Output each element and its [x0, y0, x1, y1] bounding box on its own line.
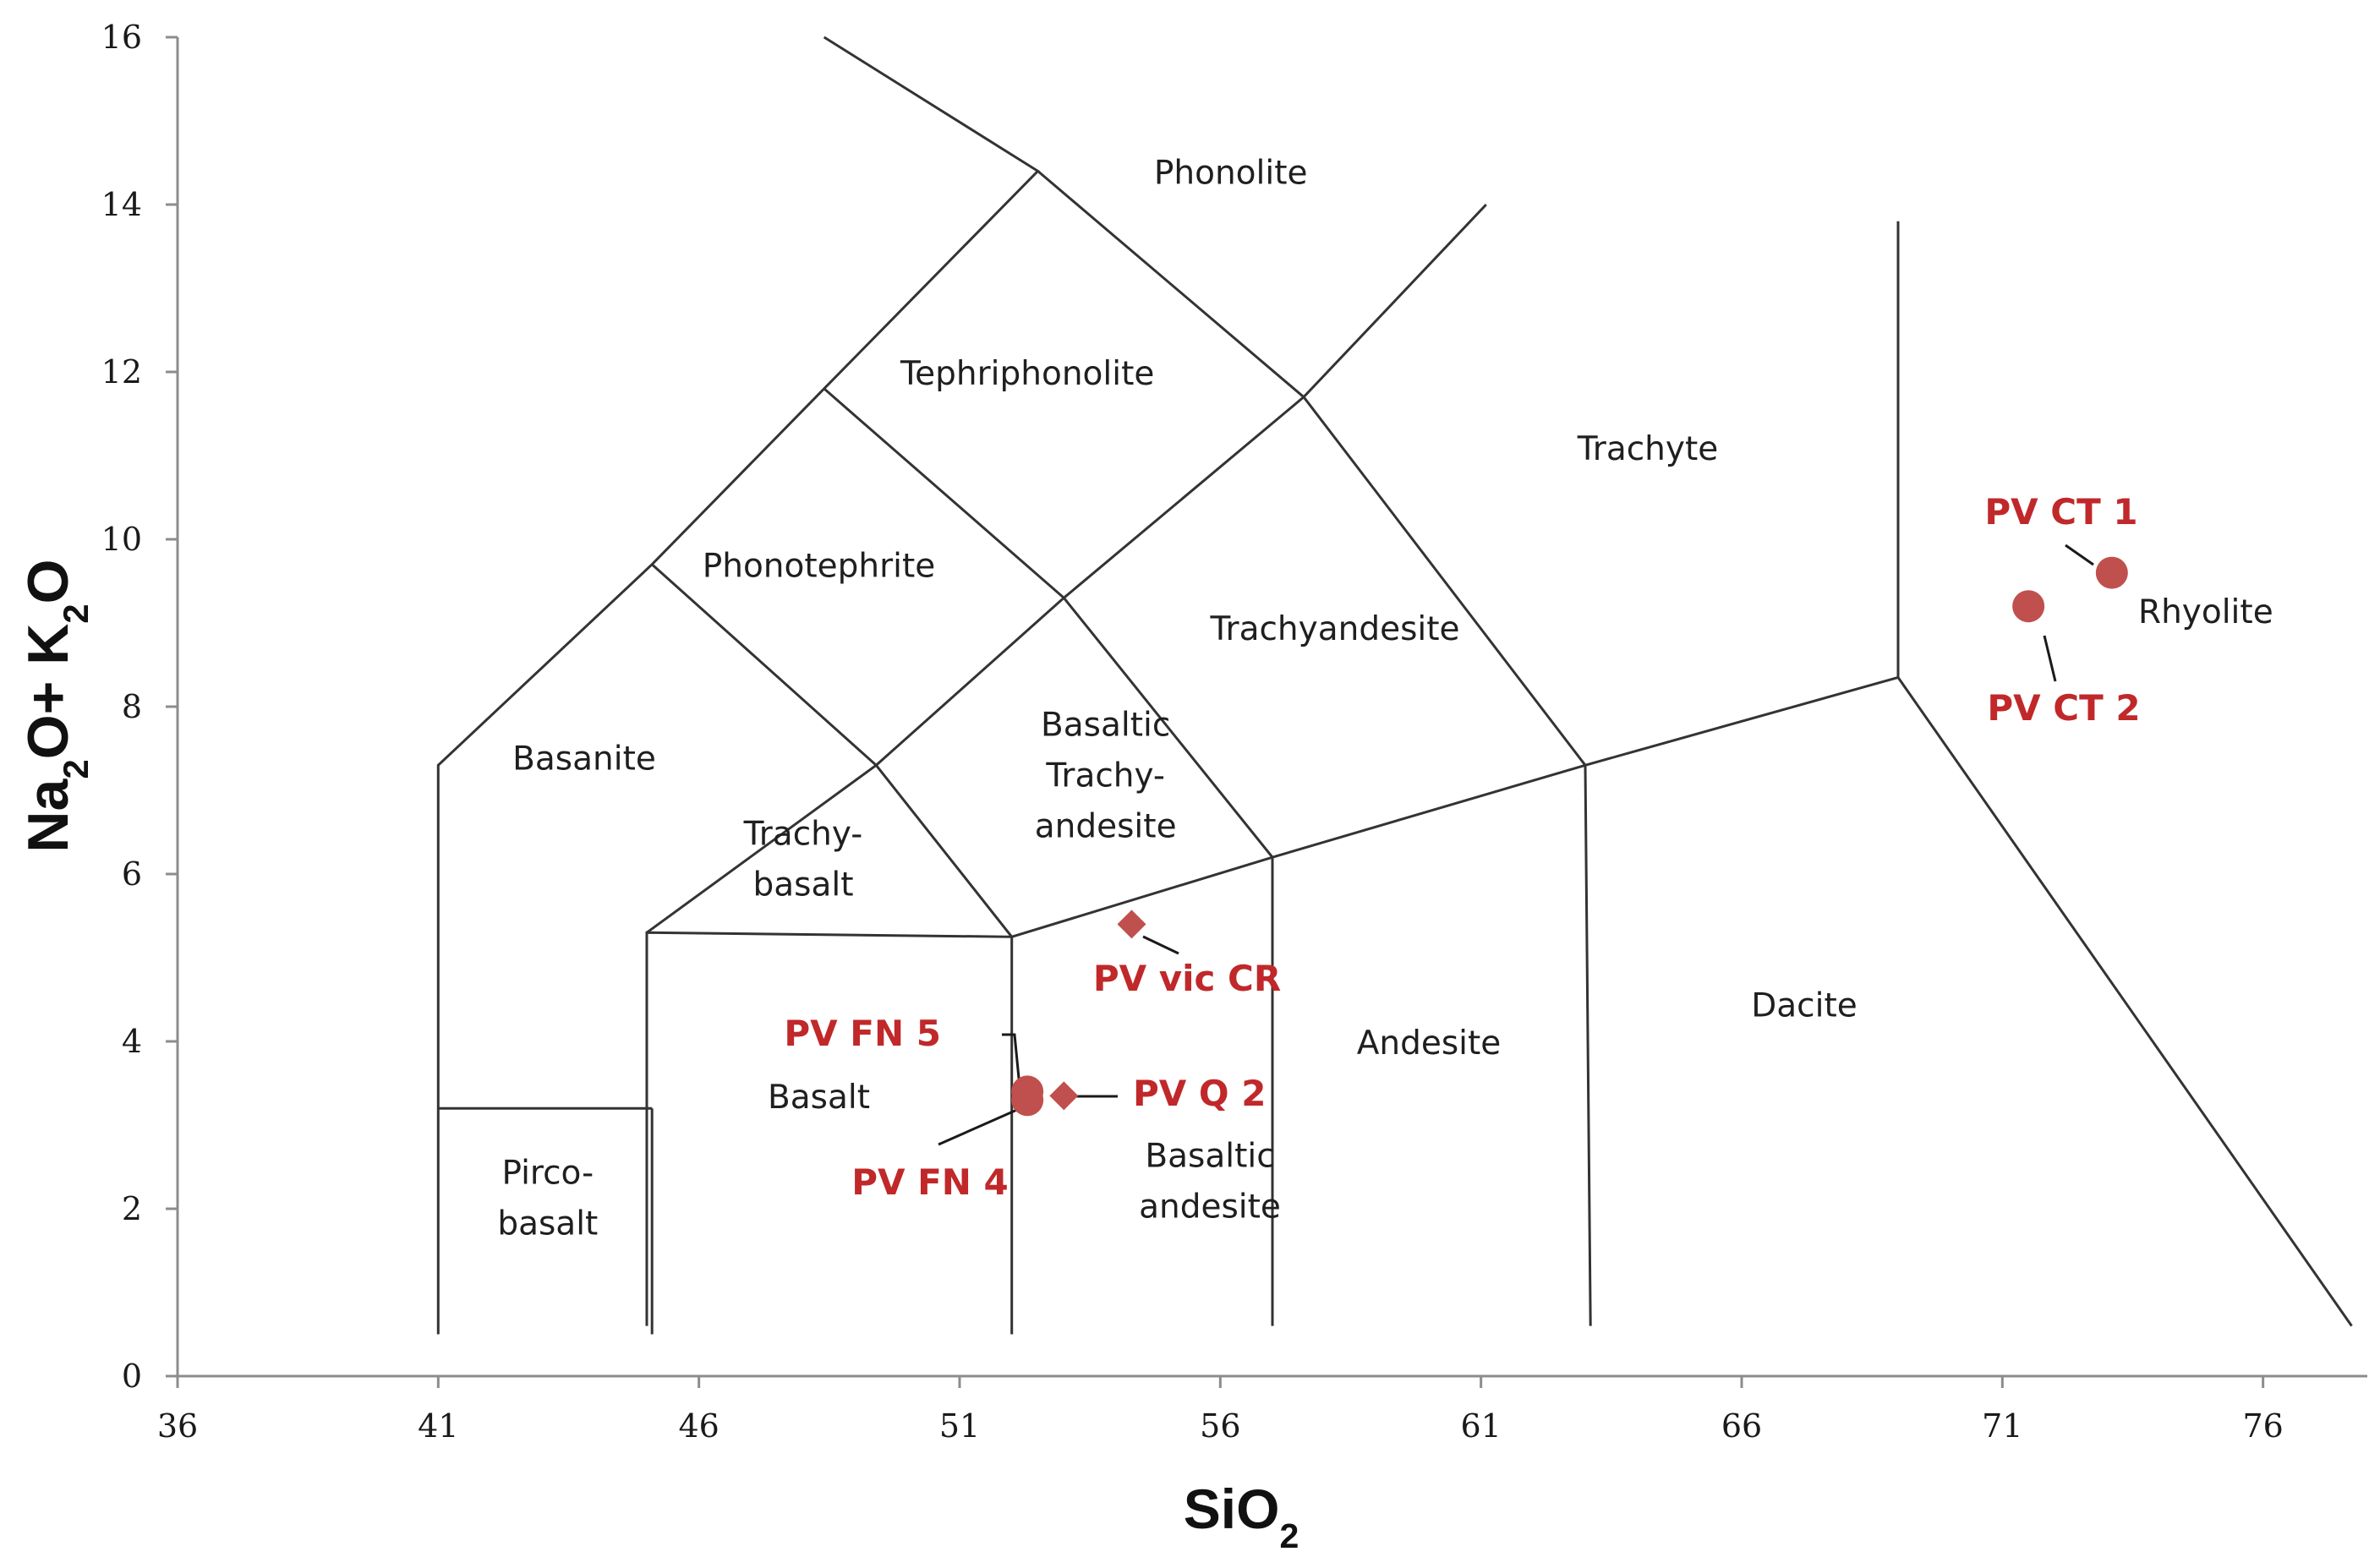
field-label-phonotephrite: Phonotephrite — [703, 548, 936, 586]
field-label-tephriphonolite: Tephriphonolite — [900, 355, 1154, 393]
x-axis-title: SiO2 — [1184, 1478, 1299, 1555]
x-tick-label: 41 — [418, 1407, 458, 1445]
field-boundary-line — [823, 387, 1274, 1326]
field-label-pirco-basalt: Pirco-basalt — [497, 1154, 598, 1243]
sample-labels: PV CT 1 PV CT 2 PV vic CR PV FN 5 PV FN 4 PV … — [784, 491, 2140, 1203]
leader-pv-vic-cr — [1142, 935, 1179, 955]
sample-label-pv-fn-4: PV FN 4 — [851, 1161, 1009, 1203]
y-axis-title: Na2O+ K2O — [16, 559, 96, 852]
y-tick-label: 2 — [122, 1190, 142, 1227]
sample-label-pv-vic-cr: PV vic CR — [1093, 958, 1281, 999]
y-tick-label: 12 — [101, 353, 142, 391]
sample-point-pv-q-2 — [1049, 1081, 1079, 1111]
leader-pv-fn-5 — [1002, 1033, 1022, 1096]
field-boundary-line — [1011, 675, 1899, 938]
x-tick-label: 51 — [939, 1407, 980, 1445]
field-label-basalt: Basalt — [768, 1079, 870, 1117]
field-boundary-line — [645, 931, 1014, 1335]
sample-label-pv-fn-5: PV FN 5 — [784, 1013, 941, 1054]
field-boundary-line — [651, 563, 1013, 938]
sample-point-pv-ct-2 — [2012, 590, 2045, 623]
sample-label-pv-ct-1: PV CT 1 — [1984, 491, 2137, 533]
leader-pv-ct-1 — [2065, 544, 2094, 566]
sample-point-pv-vic-cr — [1117, 910, 1146, 939]
y-tick-label: 6 — [122, 855, 142, 893]
field-label-trachyte: Trachyte — [1577, 430, 1719, 468]
sample-label-pv-q-2: PV Q 2 — [1133, 1073, 1266, 1114]
field-label-rhyolite: Rhyolite — [2138, 593, 2273, 631]
sample-leader-lines — [938, 544, 2094, 1146]
field-label-basaltic-trachy-andesite: Basaltic Trachy-andesite — [1035, 707, 1177, 846]
field-boundary-line — [1037, 170, 1592, 1326]
x-tick-label: 61 — [1460, 1407, 1501, 1445]
field-label-basaltic-andesite: Basaltic andesite — [1139, 1138, 1281, 1227]
field-boundaries — [436, 36, 2353, 1335]
field-label-andesite: Andesite — [1357, 1024, 1502, 1063]
x-tick-label: 66 — [1721, 1407, 1762, 1445]
x-tick-label: 56 — [1200, 1407, 1240, 1445]
field-label-dacite: Dacite — [1751, 986, 1857, 1024]
sample-points — [1011, 556, 2128, 1117]
y-tick-label: 16 — [101, 19, 142, 56]
leader-pv-ct-2 — [2043, 635, 2057, 682]
x-tick-label: 36 — [157, 1407, 198, 1445]
y-tick-label: 10 — [101, 521, 142, 558]
sample-point-pv-fn-4 — [1011, 1084, 1044, 1117]
axis-titles: SiO2 Na2O+ K2O — [16, 559, 1299, 1555]
field-label-phonolite: Phonolite — [1154, 154, 1308, 192]
y-tick-label: 4 — [122, 1023, 142, 1060]
x-tick-label: 76 — [2242, 1407, 2283, 1445]
field-boundary-line — [436, 36, 1040, 1335]
x-tick-label: 46 — [678, 1407, 719, 1445]
sample-point-pv-ct-1 — [2095, 556, 2128, 589]
field-labels: Phonolite Tephriphonolite Phonotephrite Tra… — [497, 154, 2273, 1243]
leader-pv-fn-4 — [938, 1107, 1020, 1146]
field-label-trachy-basalt: Trachy-basalt — [743, 815, 863, 904]
sample-label-pv-ct-2: PV CT 2 — [1987, 687, 2140, 729]
field-label-basanite: Basanite — [512, 740, 656, 778]
y-tick-label: 14 — [101, 186, 142, 223]
y-tick-label: 8 — [122, 688, 142, 725]
field-label-trachyandesite: Trachyandesite — [1209, 610, 1459, 648]
field-boundary-line — [1896, 676, 2353, 1327]
y-tick-label: 0 — [122, 1358, 142, 1395]
x-tick-label: 71 — [1982, 1407, 2022, 1445]
